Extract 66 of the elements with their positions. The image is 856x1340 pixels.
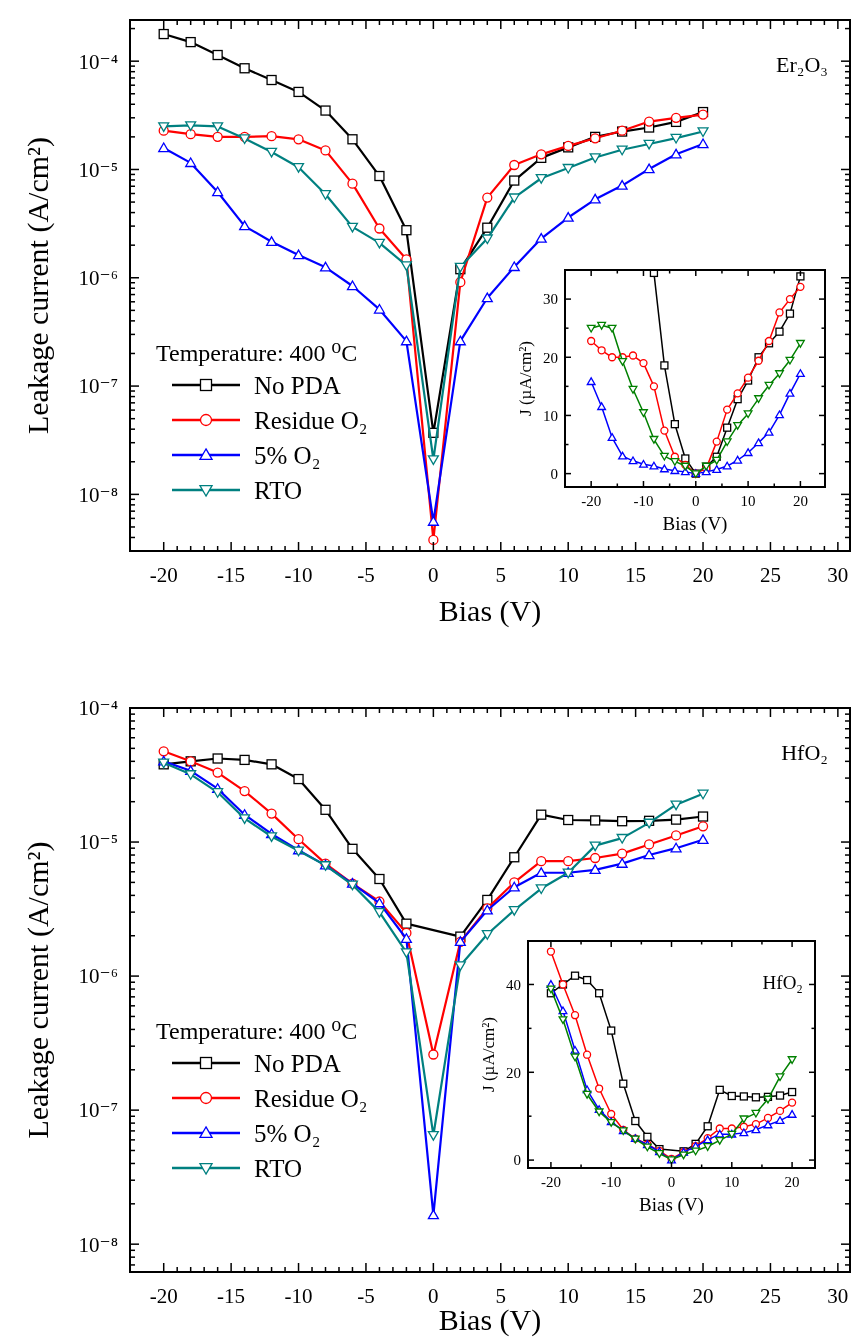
annotation: HfO₂ (781, 740, 828, 765)
x-axis-title: Bias (V) (639, 1194, 704, 1216)
y-tick-label: 0 (513, 1152, 521, 1169)
y-axis-title: J (µA/cm²) (516, 341, 535, 416)
x-tick-label: -20 (149, 563, 178, 587)
y-tick-label: 10⁻⁶ (78, 964, 118, 989)
x-tick-label: 0 (428, 563, 439, 587)
x-tick-label: 25 (759, 1284, 781, 1308)
legend-label: RTO (254, 476, 303, 504)
x-tick-label: -10 (284, 1284, 313, 1308)
x-tick-label: -20 (581, 493, 602, 509)
y-tick-label: 20 (506, 1064, 521, 1081)
y-tick-label: 10⁻⁷ (78, 1098, 118, 1123)
x-tick-label: -15 (217, 563, 246, 587)
x-tick-label: 5 (495, 563, 507, 587)
x-tick-label: -5 (357, 563, 375, 587)
y-tick-label: 10⁻⁸ (78, 482, 118, 507)
x-tick-label: 10 (724, 1174, 740, 1190)
x-tick-label: 0 (692, 493, 700, 509)
y-axis-title: Leakage current (A/cm²) (21, 136, 55, 435)
y-tick-label: 40 (506, 976, 521, 993)
y-tick-label: 10⁻⁴ (78, 696, 118, 721)
x-tick-label: 0 (428, 1284, 439, 1308)
x-tick-label: -15 (217, 1284, 246, 1308)
y-tick-label: 10⁻⁶ (78, 266, 118, 291)
x-tick-label: 20 (692, 563, 714, 587)
y-axis-title: Leakage current (A/cm²) (21, 841, 55, 1139)
x-tick-label: 20 (784, 1174, 800, 1190)
legend-label: Residue O₂ (254, 406, 368, 434)
y-tick-label: 10⁻⁸ (78, 1232, 118, 1257)
x-tick-label: -5 (357, 1284, 375, 1308)
x-tick-label: 25 (759, 563, 781, 587)
annotation: HfO₂ (762, 972, 803, 993)
x-tick-label: -10 (633, 493, 654, 509)
x-tick-label: 15 (625, 563, 647, 587)
legend-label: RTO (254, 1154, 303, 1182)
y-tick-label: 10 (543, 407, 558, 424)
y-tick-label: 0 (550, 465, 558, 482)
y-tick-label: 30 (543, 291, 558, 308)
legend-label: No PDA (254, 1049, 341, 1077)
legend-label: 5% O₂ (254, 441, 321, 469)
legend-label: No PDA (254, 371, 341, 399)
y-tick-label: 10⁻⁷ (78, 374, 118, 399)
legend-title: Temperature: 400 ⁰C (156, 1018, 358, 1045)
x-tick-label: 15 (625, 1284, 647, 1308)
x-tick-label: 20 (692, 1284, 714, 1308)
y-tick-label: 20 (543, 349, 558, 366)
annotation: Er₂O₃ (776, 52, 828, 77)
x-tick-label: -20 (540, 1174, 561, 1190)
x-tick-label: -10 (601, 1174, 622, 1190)
x-tick-label: -20 (149, 1284, 178, 1308)
legend-label: Residue O₂ (254, 1084, 368, 1112)
x-tick-label: 30 (827, 563, 849, 587)
x-axis-title: Bias (V) (662, 513, 728, 535)
x-axis-title: Bias (V) (438, 594, 542, 628)
legend-label: 5% O₂ (254, 1119, 321, 1147)
legend-title: Temperature: 400 ⁰C (156, 340, 358, 367)
x-tick-label: 20 (792, 493, 808, 509)
x-tick-label: -10 (284, 563, 313, 587)
y-tick-label: 10⁻⁵ (78, 830, 118, 855)
y-tick-label: 10⁻⁴ (78, 49, 118, 74)
x-tick-label: 10 (740, 493, 756, 509)
x-tick-label: 30 (827, 1284, 849, 1308)
x-tick-label: 0 (667, 1174, 676, 1190)
y-axis-title: J (µA/cm²) (479, 1017, 498, 1092)
y-tick-label: 10⁻⁵ (78, 157, 118, 182)
